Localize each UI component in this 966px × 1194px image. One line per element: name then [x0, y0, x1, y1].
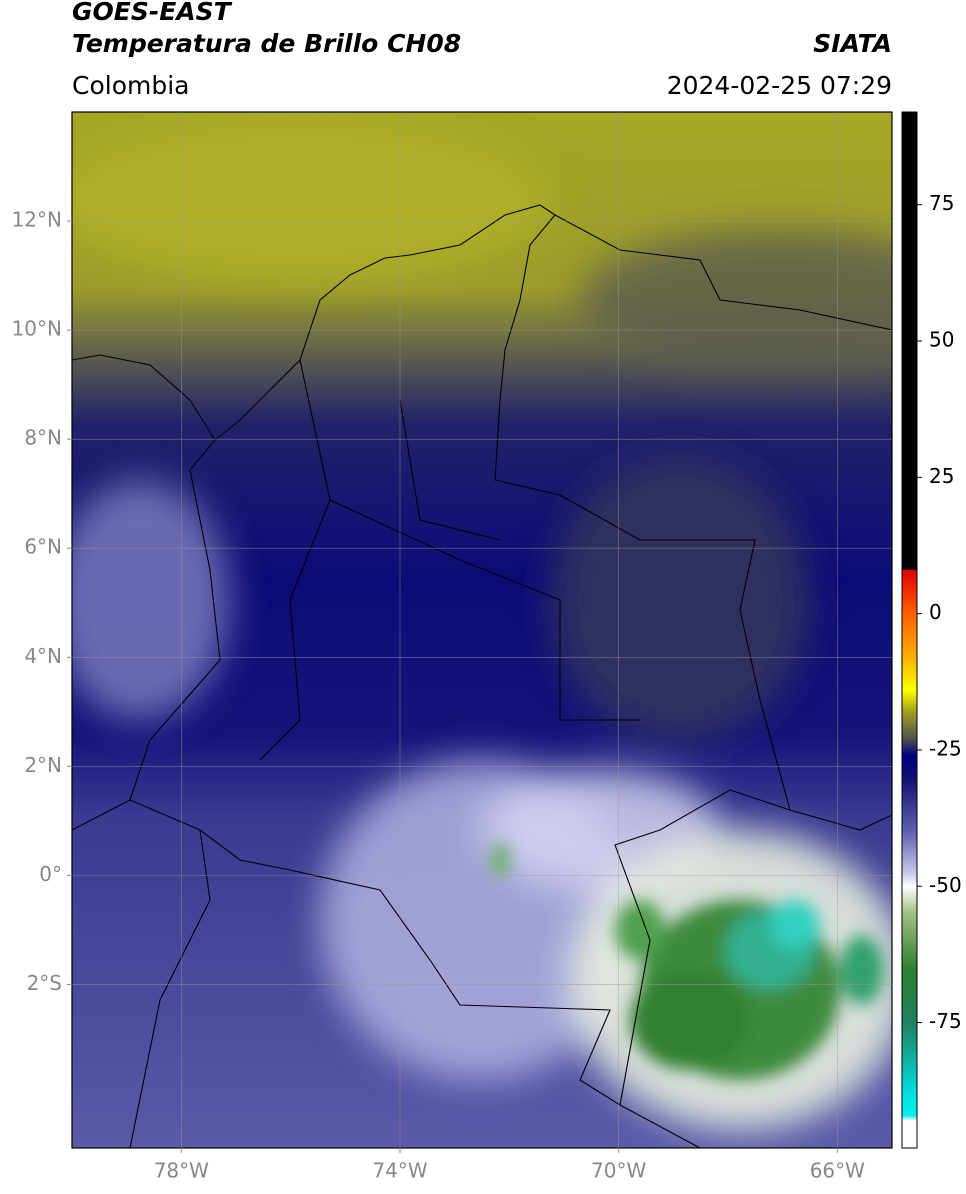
map-frame: [71, 111, 893, 1149]
satellite-image: [72, 112, 892, 1148]
y-tick-label: 8°N: [24, 426, 62, 450]
x-tick-label: 70°W: [591, 1159, 646, 1183]
y-tick-label: 2°S: [27, 971, 62, 995]
y-tick-label: 12°N: [12, 208, 62, 232]
x-tick-label: 74°W: [372, 1159, 427, 1183]
timestamp: 2024-02-25 07:29: [667, 71, 892, 100]
x-tick-label: 66°W: [810, 1159, 865, 1183]
colorbar-tick-label: 0: [929, 600, 942, 624]
y-tick-label: 2°N: [24, 753, 62, 777]
source: SIATA: [813, 29, 892, 58]
title-line2: Temperatura de Brillo CH08: [72, 29, 461, 58]
colorbar-tick-label: -25: [929, 736, 962, 760]
region: Colombia: [72, 71, 189, 100]
y-tick-label: 4°N: [24, 644, 62, 668]
x-tick-label: 78°W: [154, 1159, 209, 1183]
y-tick-label: 10°N: [12, 317, 62, 341]
colorbar-tick-label: 50: [929, 328, 954, 352]
title-line1: GOES-EAST: [72, 0, 233, 26]
colorbar-tick-label: -75: [929, 1009, 962, 1033]
colorbar: [901, 111, 918, 1149]
colorbar-tick-label: -50: [929, 873, 962, 897]
colorbar-tick-label: 75: [929, 191, 954, 215]
y-tick-label: 6°N: [24, 535, 62, 559]
y-tick-label: 0°: [39, 862, 62, 886]
borders: [72, 204, 892, 1148]
colorbar-tick-label: 25: [929, 464, 954, 488]
